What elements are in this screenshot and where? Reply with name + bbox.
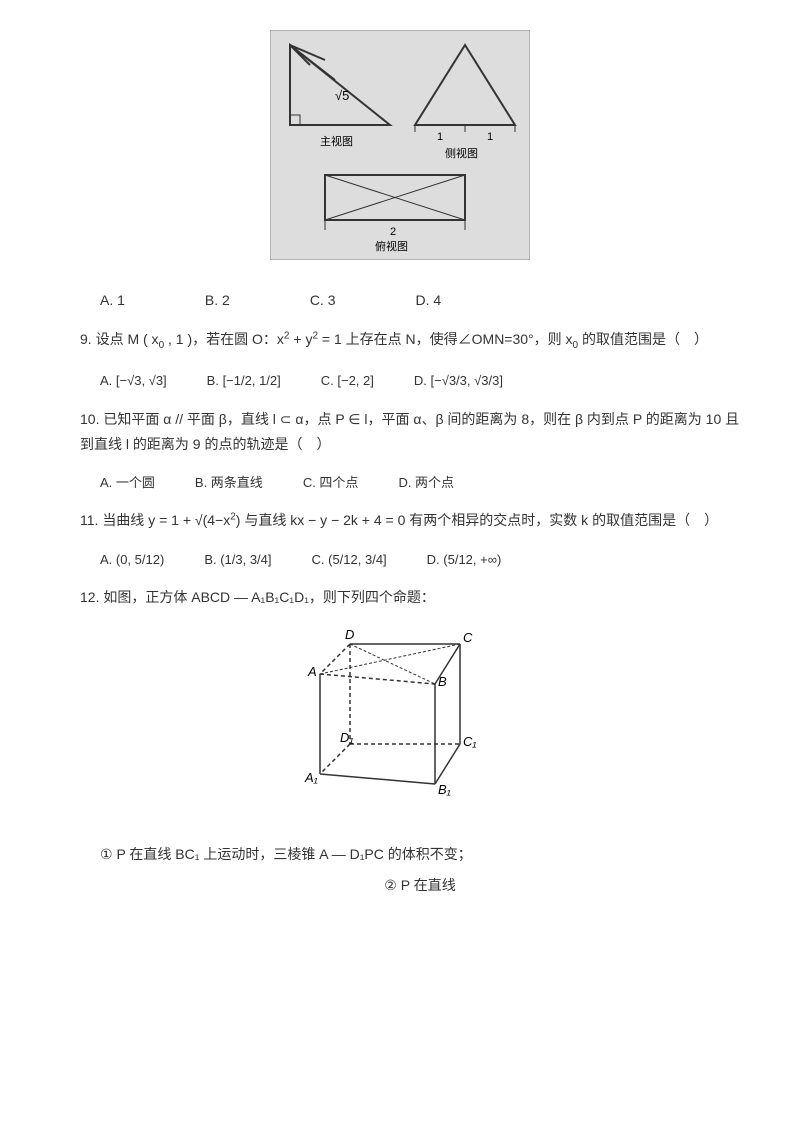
q8-choices: A. 1 B. 2 C. 3 D. 4 xyxy=(60,288,740,313)
label-C1: C₁ xyxy=(463,734,477,749)
label-A1: A₁ xyxy=(304,770,318,785)
q9-choices: A. [−√3, √3] B. [−1/2, 1/2] C. [−2, 2] D… xyxy=(60,369,740,392)
q11-choice-d: D. (5/12, +∞) xyxy=(427,548,502,571)
label-D1: D₁ xyxy=(340,730,354,745)
q9-choice-c: C. [−2, 2] xyxy=(321,369,374,392)
q8-choice-a: A. 1 xyxy=(100,288,125,313)
label-C: C xyxy=(463,630,473,645)
label-D: D xyxy=(345,627,354,642)
right-view-label: 侧视图 xyxy=(445,146,478,160)
q9-mid1: , 1 )，若在圆 O：x xyxy=(164,331,284,347)
dim1: 1 xyxy=(437,131,443,143)
q10-choice-b: B. 两条直线 xyxy=(195,471,263,494)
q10-choice-d: D. 两个点 xyxy=(398,471,454,494)
q11-choice-a: A. (0, 5/12) xyxy=(100,548,164,571)
dim-bottom: 2 xyxy=(390,226,396,238)
q11-choices: A. (0, 5/12) B. (1/3, 3/4] C. (5/12, 3/4… xyxy=(60,548,740,571)
sqrt-label: √5 xyxy=(335,88,349,103)
q9-text: 9. 设点 M ( x0 , 1 )，若在圆 O：x2 + y2 = 1 上存在… xyxy=(60,327,740,355)
label-B: B xyxy=(438,674,447,689)
q9-choice-b: B. [−1/2, 1/2] xyxy=(207,369,281,392)
q9-choice-d: D. [−√3/3, √3/3] xyxy=(414,369,503,392)
q11-choice-b: B. (1/3, 3/4] xyxy=(204,548,271,571)
q10-choice-a: A. 一个圆 xyxy=(100,471,155,494)
q9-mid2: + y xyxy=(289,331,312,347)
q12-text: 12. 如图，正方体 ABCD — A₁B₁C₁D₁，则下列四个命题： xyxy=(60,585,740,610)
q12-statements: ① P 在直线 BC₁ 上运动时，三棱锥 A — D₁PC 的体积不变； ② P… xyxy=(60,842,740,898)
q11-choice-c: C. (5/12, 3/4] xyxy=(312,548,387,571)
q8-choice-c: C. 3 xyxy=(310,288,336,313)
left-view-label: 主视图 xyxy=(320,134,353,148)
three-view-figure: √5 主视图 1 1 侧视图 2 俯视图 xyxy=(60,30,740,268)
dim2: 1 xyxy=(487,131,493,143)
q11-mid: ) 与直线 kx − y − 2k + 4 = 0 有两个相异的交点时，实数 k… xyxy=(236,512,718,528)
q10-choice-c: C. 四个点 xyxy=(303,471,359,494)
q9-pre: 9. 设点 M ( x xyxy=(80,331,159,347)
q9-mid3: = 1 上存在点 N，使得∠OMN=30°，则 x xyxy=(318,331,573,347)
q10-choices: A. 一个圆 B. 两条直线 C. 四个点 D. 两个点 xyxy=(60,471,740,494)
q9-end: 的取值范围是（ ） xyxy=(578,331,708,347)
label-A: A xyxy=(307,664,317,679)
q9-choice-a: A. [−√3, √3] xyxy=(100,369,167,392)
label-B1: B₁ xyxy=(438,782,451,797)
q8-choice-d: D. 4 xyxy=(416,288,442,313)
q11-pre: 11. 当曲线 y = 1 + √(4−x xyxy=(80,512,230,528)
cube-figure: D C A B D₁ C₁ A₁ B₁ xyxy=(60,624,740,812)
q8-choice-b: B. 2 xyxy=(205,288,230,313)
q11-text: 11. 当曲线 y = 1 + √(4−x2) 与直线 kx − y − 2k … xyxy=(60,508,740,533)
top-view-label: 俯视图 xyxy=(375,239,408,253)
q10-text: 10. 已知平面 α // 平面 β，直线 l ⊂ α，点 P ∈ l，平面 α… xyxy=(60,407,740,457)
q12-stmt2: ② P 在直线 xyxy=(100,873,740,898)
q12-stmt1: ① P 在直线 BC₁ 上运动时，三棱锥 A — D₁PC 的体积不变； xyxy=(100,842,740,867)
